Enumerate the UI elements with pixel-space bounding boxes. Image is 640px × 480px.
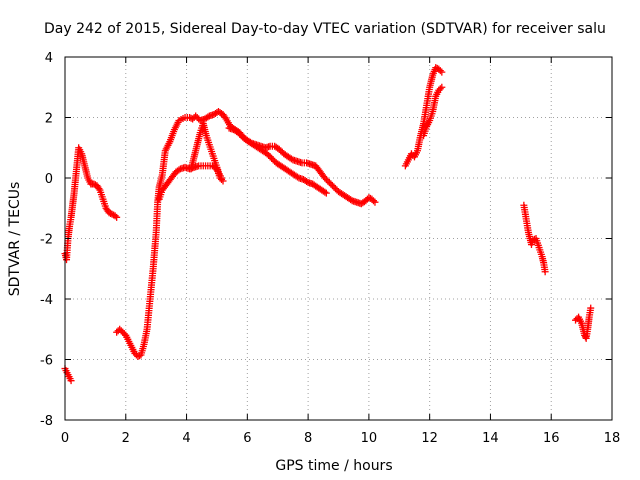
data-point (435, 65, 443, 73)
chart-title: Day 242 of 2015, Sidereal Day-to-day VTE… (44, 21, 606, 37)
series-seg-j (572, 304, 595, 342)
y-tick-label: -2 (40, 233, 53, 248)
data-point (67, 377, 75, 385)
series-seg-e (187, 120, 226, 182)
series-seg-f (225, 124, 379, 208)
x-tick-label: 12 (421, 431, 438, 446)
data-point (572, 316, 580, 324)
x-tick-label: 10 (361, 431, 378, 446)
data-point (368, 195, 376, 203)
x-tick-label: 4 (182, 431, 190, 446)
x-tick-label: 14 (482, 431, 499, 446)
data-point (371, 198, 379, 206)
data-point (204, 113, 212, 121)
y-tick-label: -4 (40, 293, 53, 308)
data-point (369, 197, 377, 205)
data-point (436, 85, 444, 93)
y-tick-label: 2 (45, 112, 53, 127)
data-point (219, 177, 227, 185)
axis-ticks: 0 2 4 6 8 10 12 14 16 18 -8 -6 -4 -2 0 2 4 (40, 51, 620, 446)
data-point (541, 268, 549, 276)
y-axis-title: SDTVAR / TECUs (7, 182, 23, 297)
data-point (175, 166, 183, 174)
data-point (287, 155, 295, 163)
data-point (436, 67, 444, 75)
data-point (275, 145, 283, 153)
x-tick-label: 0 (61, 431, 69, 446)
data-point (95, 185, 103, 193)
data-point (189, 115, 197, 123)
data-point (192, 112, 200, 120)
series-seg-h (420, 83, 446, 140)
data-point (236, 130, 244, 138)
data-point (322, 189, 330, 197)
data-point (587, 304, 595, 312)
data-point (268, 154, 276, 162)
data-point (234, 129, 242, 137)
data-point (322, 176, 330, 184)
series-seg-i (520, 201, 549, 276)
x-tick-label: 8 (304, 431, 312, 446)
series-seg-g (401, 64, 446, 170)
y-tick-label: -6 (40, 354, 53, 369)
data-point (277, 147, 285, 155)
x-tick-label: 2 (122, 431, 130, 446)
data-point (327, 180, 335, 188)
data-point (325, 179, 333, 187)
data-point (218, 174, 226, 182)
data-point (293, 173, 301, 181)
data-point (263, 150, 271, 158)
data-point (265, 151, 273, 159)
data-point (105, 209, 113, 217)
data-point (116, 325, 124, 333)
x-axis-title: GPS time / hours (275, 458, 392, 474)
x-tick-label: 16 (543, 431, 560, 446)
data-point (324, 177, 332, 185)
data-point (438, 68, 446, 76)
data-point (347, 196, 355, 204)
data-point (321, 188, 329, 196)
x-tick-label: 18 (604, 431, 621, 446)
data-point (246, 138, 254, 146)
data-point (407, 150, 415, 158)
data-point (321, 174, 329, 182)
series-seg-a (61, 365, 75, 385)
data-point (117, 327, 125, 335)
data-point (111, 212, 119, 220)
data-marks (61, 64, 595, 385)
y-tick-label: 4 (45, 51, 53, 66)
data-point (330, 183, 338, 191)
x-tick-label: 6 (243, 431, 251, 446)
data-point (107, 210, 115, 218)
data-point (119, 328, 127, 336)
data-point (113, 213, 121, 221)
data-point (365, 194, 373, 202)
data-point (435, 86, 443, 94)
series-seg-b (61, 144, 121, 264)
y-tick-label: -8 (40, 414, 53, 429)
data-point (187, 114, 195, 122)
data-point (193, 114, 201, 121)
data-point (438, 83, 446, 91)
data-point (120, 330, 128, 338)
data-point (362, 197, 370, 205)
data-point (303, 178, 311, 186)
data-point (529, 236, 537, 244)
data-point (131, 349, 139, 357)
data-point (328, 182, 336, 190)
data-point (134, 352, 142, 360)
y-tick-label: 0 (45, 172, 53, 187)
data-point (266, 153, 274, 161)
data-point (113, 328, 121, 336)
data-point (90, 180, 98, 188)
data-point (269, 156, 277, 164)
data-point (331, 185, 339, 193)
data-point (108, 210, 116, 218)
data-point (432, 64, 440, 72)
data-point (581, 333, 589, 341)
